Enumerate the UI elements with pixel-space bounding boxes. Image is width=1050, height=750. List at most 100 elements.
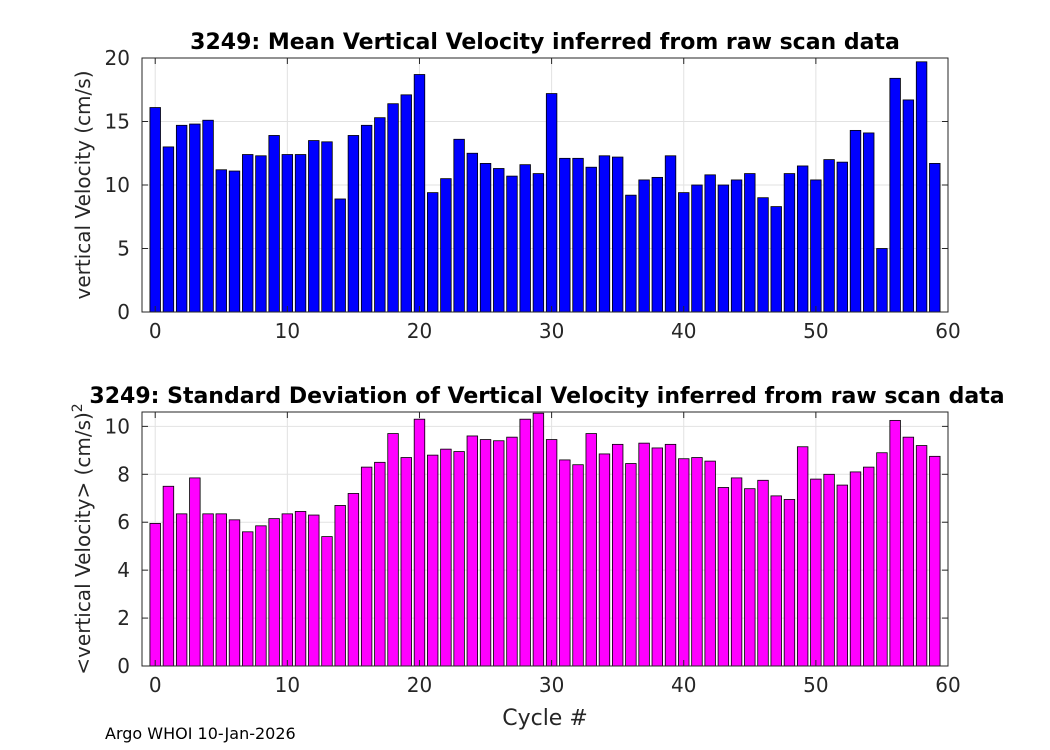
x-tick-label: 50 (803, 319, 828, 343)
x-tick-label: 0 (149, 319, 162, 343)
bar (823, 159, 835, 313)
bar (876, 248, 888, 313)
bar (757, 479, 769, 667)
bar (175, 124, 188, 313)
bar (730, 477, 743, 667)
x-tick-label: 60 (935, 319, 960, 343)
bar (651, 447, 664, 667)
bar (360, 124, 373, 313)
chart-title: 3249: Standard Deviation of Vertical Vel… (89, 384, 1004, 409)
bar (545, 439, 558, 667)
bar (678, 458, 690, 667)
bar (638, 179, 650, 313)
bar (929, 163, 941, 313)
x-tick-label: 10 (275, 673, 300, 697)
bar (915, 61, 928, 313)
bar (294, 511, 307, 667)
bar (611, 156, 624, 313)
bar (598, 453, 611, 667)
bar (242, 154, 254, 313)
bar (572, 157, 584, 313)
bar (268, 518, 280, 667)
bar (638, 442, 650, 667)
x-tick-label: 20 (407, 673, 432, 697)
bar (334, 505, 346, 667)
y-tick-label: 0 (117, 654, 130, 678)
x-tick-label: 10 (275, 319, 300, 343)
x-tick-label: 30 (539, 673, 564, 697)
bar (691, 457, 703, 667)
bar (611, 443, 624, 667)
bar (783, 499, 796, 667)
bar (664, 155, 677, 313)
bar (783, 173, 796, 313)
bar (479, 439, 492, 667)
bar (426, 454, 439, 667)
bar (413, 418, 426, 667)
bar (717, 487, 730, 667)
bar (902, 99, 915, 313)
bar (374, 461, 386, 667)
bar (413, 74, 426, 313)
y-tick-label: 6 (117, 510, 130, 534)
mean-velocity-chart: 0 10 20 30 40 50 60 0 5 10 15 20 3249: Mean Vertical… (71, 30, 961, 343)
std-velocity-chart: 0 10 20 30 40 50 60 0 2 4 6 8 10 3249: Standard Devia… (70, 384, 1005, 731)
bar (202, 119, 214, 313)
bar (770, 495, 782, 667)
y-tick-label: 10 (105, 414, 130, 438)
y-tick-label: 15 (105, 110, 130, 134)
bar (757, 197, 769, 313)
bar (704, 174, 716, 313)
bar (189, 477, 201, 667)
bar (281, 154, 294, 313)
y-tick-label: 0 (117, 300, 130, 324)
bar (242, 531, 254, 667)
bar (770, 206, 782, 313)
bar (440, 448, 452, 667)
bar (215, 169, 227, 313)
bar (202, 513, 214, 667)
bar (625, 194, 637, 313)
x-tick-label: 40 (671, 673, 696, 697)
y-tick-label: 20 (105, 46, 130, 70)
y-tick-label: 8 (117, 462, 130, 486)
bar (704, 460, 716, 667)
bar (347, 135, 360, 313)
bar (294, 154, 307, 313)
bar (664, 443, 677, 667)
bar (215, 513, 227, 667)
bar (281, 513, 294, 667)
bar (321, 536, 333, 667)
chart-title: 3249: Mean Vertical Velocity inferred fr… (190, 30, 900, 55)
y-tick-label: 2 (117, 606, 130, 630)
bar (387, 433, 399, 667)
bar (651, 176, 664, 313)
bar (268, 135, 280, 313)
bar (836, 484, 848, 667)
axes-box (141, 411, 949, 667)
bar (321, 141, 333, 313)
bar (929, 455, 941, 667)
bar (744, 173, 756, 313)
y-axis-label: <vertical Velocity> (cm/s)2 (70, 403, 95, 674)
bar (400, 94, 412, 313)
bar (255, 525, 267, 667)
bar (730, 179, 743, 313)
bar (823, 473, 835, 667)
bar (625, 463, 637, 667)
bar (744, 488, 756, 667)
bar (228, 170, 241, 313)
x-tick-label: 30 (539, 319, 564, 343)
bar (889, 419, 901, 667)
bar (678, 192, 690, 313)
bar (876, 452, 888, 667)
footer-credit: Argo WHOI 10-Jan-2026 (105, 724, 296, 743)
bar (889, 77, 901, 313)
bar (796, 165, 809, 313)
bar (849, 471, 862, 667)
y-tick-label: 5 (117, 237, 130, 261)
y-axis-label-superscript: 2 (70, 403, 86, 412)
bar (506, 436, 518, 667)
bar (810, 179, 822, 313)
